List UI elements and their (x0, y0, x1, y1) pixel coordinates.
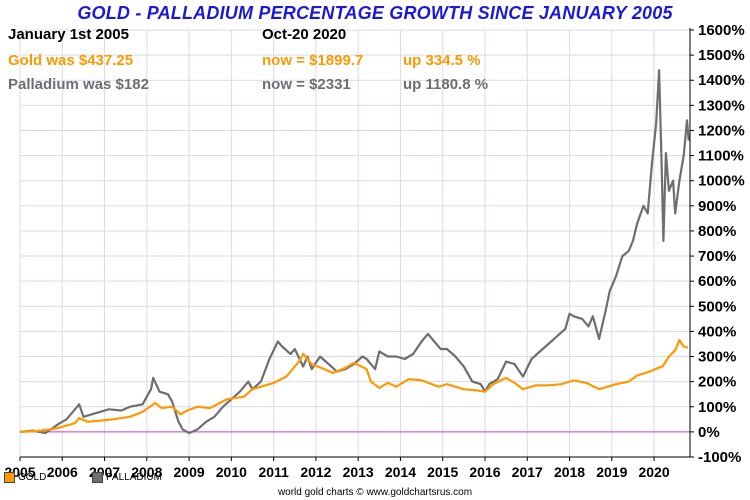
y-tick-label: 800% (698, 223, 736, 240)
legend-gold: GOLD (4, 472, 46, 483)
gold-growth: up 334.5 % (403, 52, 481, 69)
x-tick-label: 2018 (554, 464, 585, 480)
x-tick-label: 2020 (638, 464, 669, 480)
y-tick-label: 300% (698, 349, 736, 366)
y-tick-label: 500% (698, 298, 736, 315)
legend-palladium-label: PALLADIUM (106, 472, 162, 483)
x-tick-label: 2010 (216, 464, 247, 480)
x-tick-label: 2016 (469, 464, 500, 480)
y-tick-label: 1300% (698, 97, 745, 114)
x-tick-label: 2019 (596, 464, 627, 480)
palladium-growth: up 1180.8 % (403, 76, 489, 93)
x-tick-label: 2006 (47, 464, 78, 480)
x-tick-label: 2013 (343, 464, 374, 480)
y-tick-label: 0% (698, 424, 720, 441)
palladium-start-price: Palladium was $182 (8, 76, 149, 93)
y-tick-label: 900% (698, 198, 736, 215)
x-tick-label: 2011 (258, 464, 289, 480)
y-tick-label: 200% (698, 374, 736, 391)
x-tick-label: 2009 (174, 464, 205, 480)
x-tick-label: 2015 (427, 464, 458, 480)
gold-start-price: Gold was $437.25 (8, 52, 134, 69)
end-date-label: Oct-20 2020 (262, 26, 347, 43)
start-date-label: January 1st 2005 (8, 26, 129, 43)
palladium-current-price: now = $2331 (262, 76, 351, 93)
x-tick-label: 2008 (131, 464, 162, 480)
legend-gold-swatch (4, 472, 15, 483)
x-tick-label: 2012 (300, 464, 331, 480)
y-tick-label: -100% (698, 449, 741, 466)
source-credit: world gold charts © www.goldchartsrus.co… (277, 487, 473, 498)
x-tick-label: 2014 (385, 464, 416, 480)
series-lines (19, 69, 690, 435)
y-tick-label: 1100% (698, 148, 744, 165)
legend-palladium-swatch (92, 472, 103, 483)
y-tick-label: 600% (698, 273, 736, 290)
y-tick-label: 1400% (698, 72, 745, 89)
legend-palladium: PALLADIUM (92, 472, 162, 483)
y-axis-ticks: -100% 0% 100% 200% 300% 400% 500% 600% 700% 800% 9… (690, 22, 745, 466)
y-tick-label: 1000% (698, 173, 745, 190)
y-tick-label: 1200% (698, 122, 745, 139)
grid-lines (19, 29, 690, 458)
palladium-series-line (19, 69, 690, 435)
y-tick-label: 400% (698, 323, 736, 340)
legend-gold-label: GOLD (18, 472, 47, 483)
y-tick-label: 1500% (698, 47, 745, 64)
gold-current-price: now = $1899.7 (262, 52, 364, 69)
chart-title: GOLD - PALLADIUM PERCENTAGE GROWTH SINCE… (77, 3, 673, 23)
y-tick-label: 1600% (698, 22, 745, 39)
y-tick-label: 700% (698, 248, 736, 265)
x-axis-ticks: 2005 2006 2007 2008 2009 2010 2011 2012 2013 2014… (4, 457, 670, 480)
x-tick-label: 2017 (512, 464, 543, 480)
y-tick-label: 100% (698, 399, 736, 416)
gold-series-line (19, 339, 689, 433)
axes (20, 28, 691, 458)
